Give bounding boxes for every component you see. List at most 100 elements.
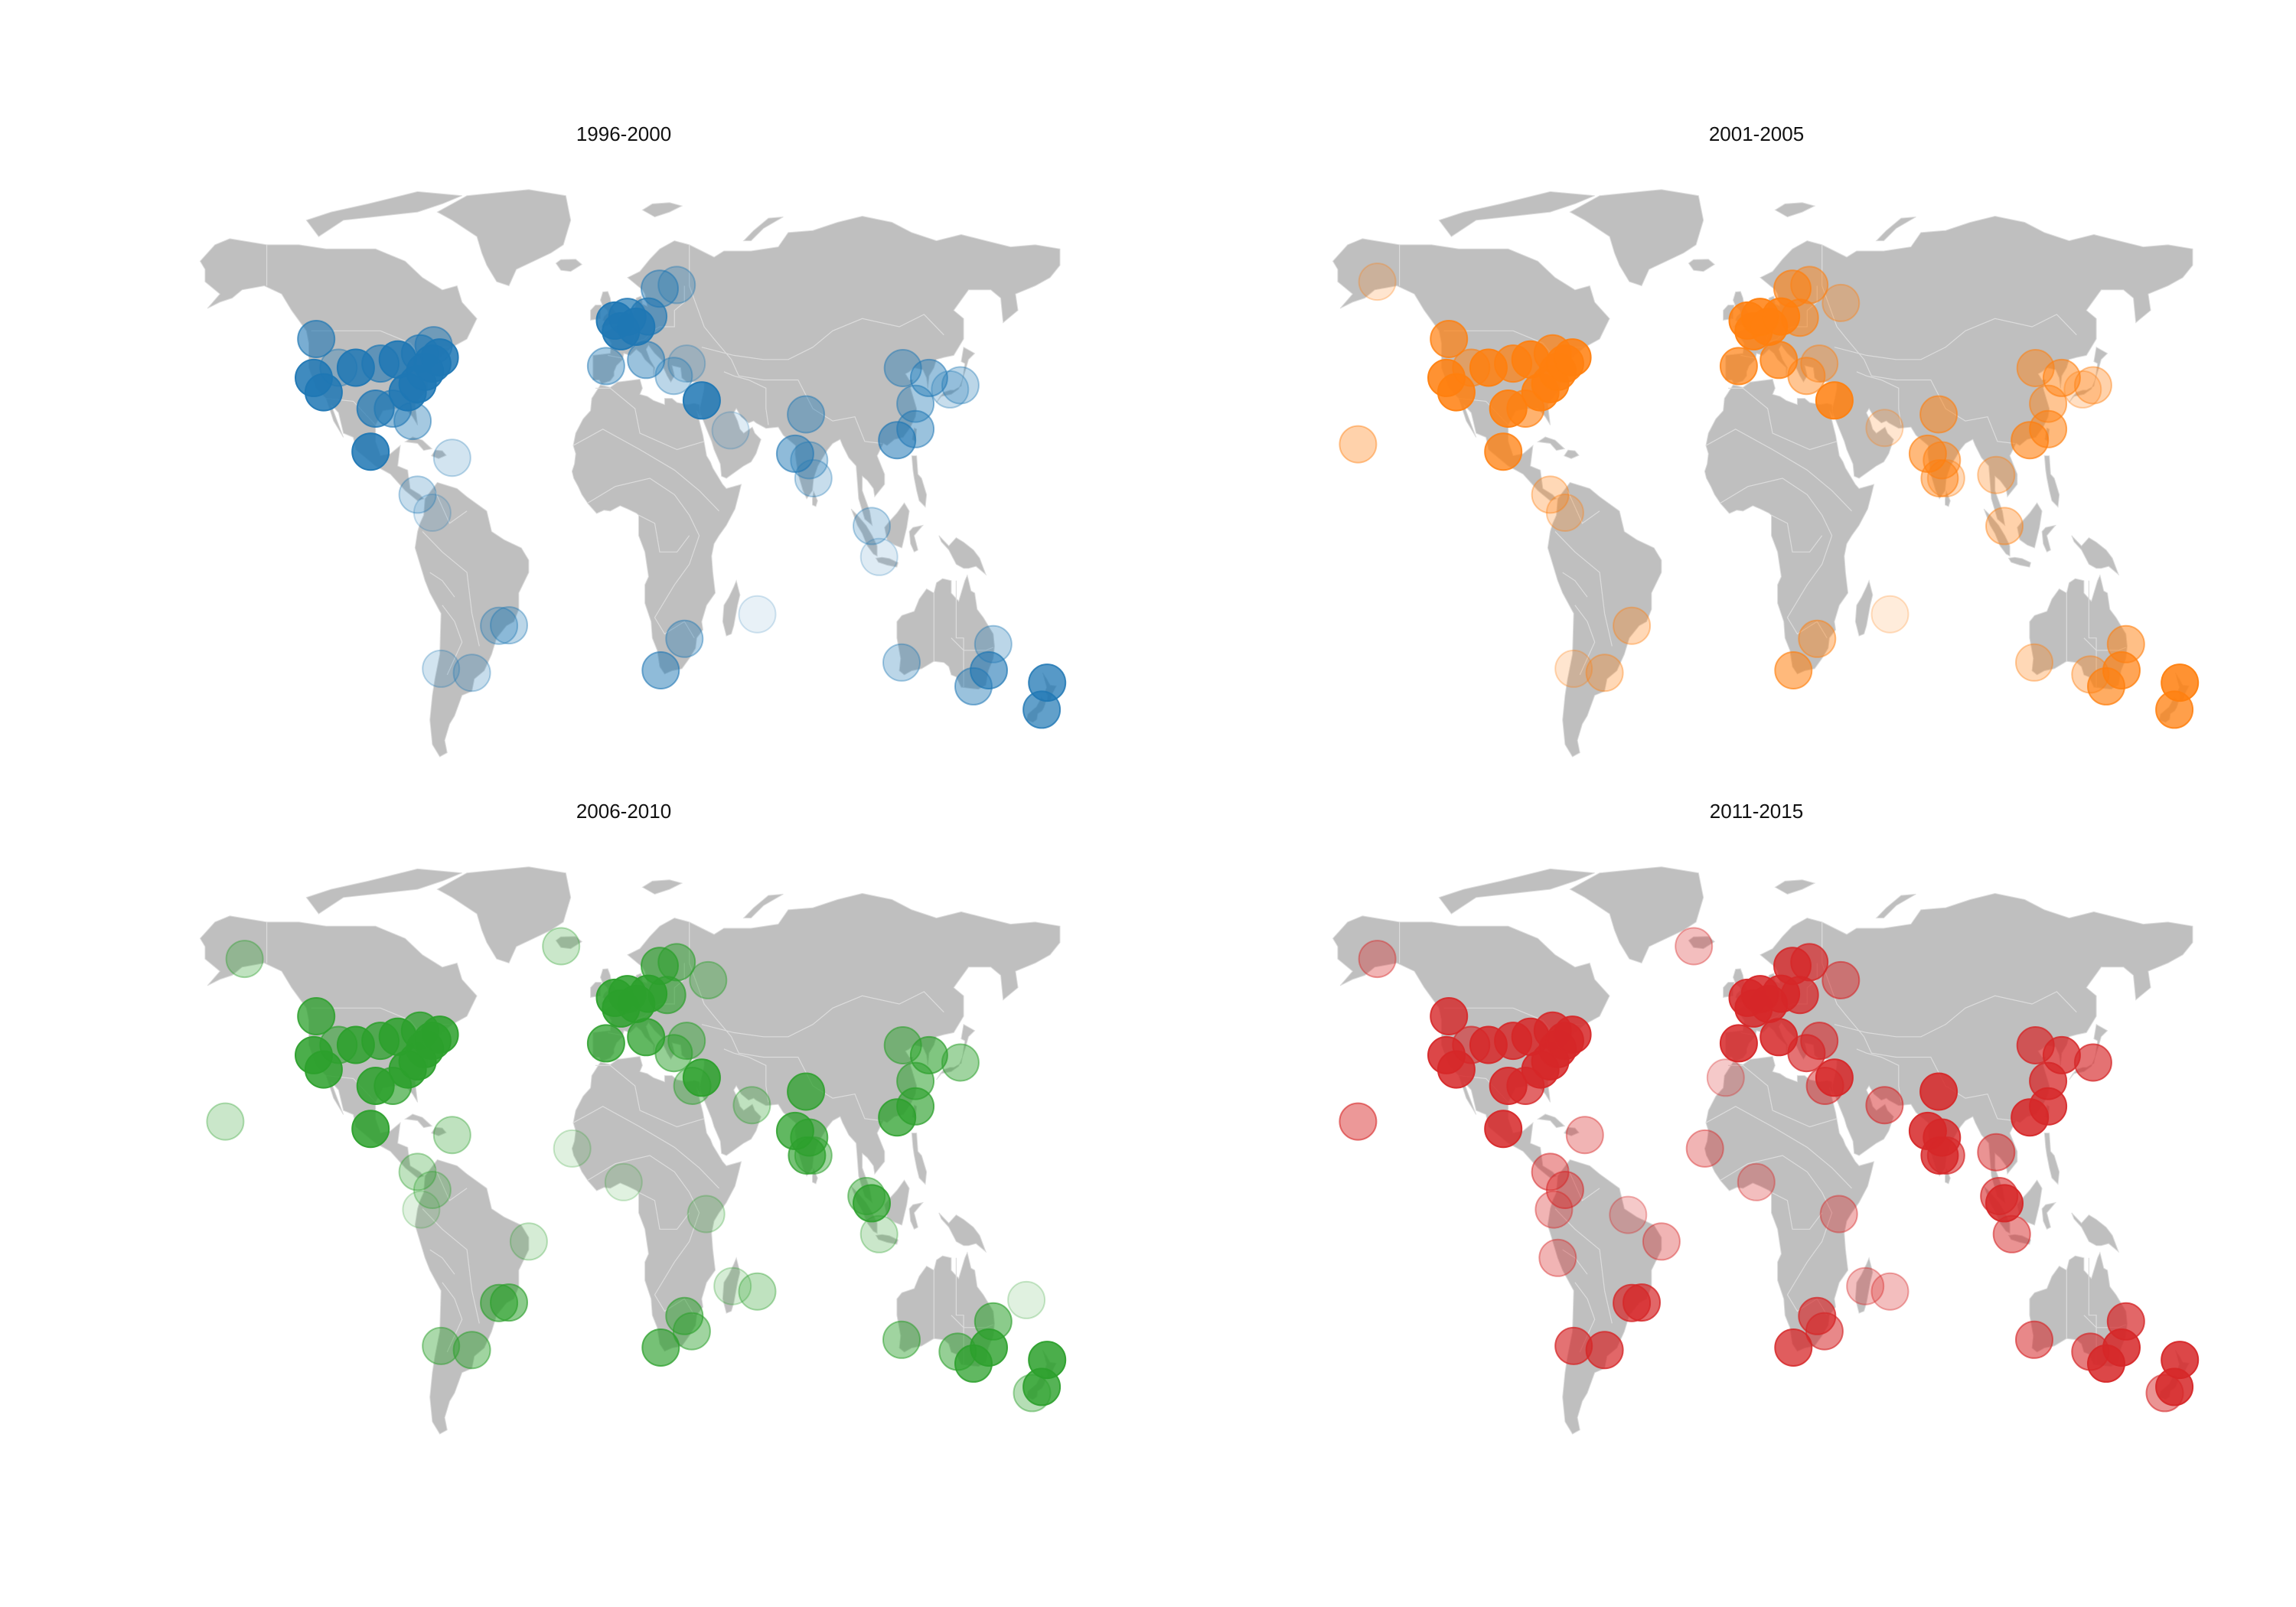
location-point bbox=[402, 1190, 441, 1229]
land-borneo bbox=[2017, 502, 2043, 549]
country-border bbox=[1562, 1249, 1588, 1275]
land-africa bbox=[571, 378, 742, 675]
panel-title: 2006-2010 bbox=[576, 800, 672, 823]
land-arctic-islands bbox=[1438, 191, 1595, 237]
location-point bbox=[1469, 1025, 1508, 1064]
location-point bbox=[1339, 1102, 1378, 1141]
location-point bbox=[1774, 651, 1813, 689]
location-point bbox=[1737, 1162, 1776, 1201]
land-sulawesi bbox=[2041, 1201, 2057, 1230]
location-point bbox=[336, 1025, 375, 1064]
land-africa bbox=[571, 1055, 742, 1352]
location-point bbox=[883, 349, 922, 387]
land-hispaniola bbox=[1563, 1126, 1580, 1136]
land-iceland bbox=[555, 936, 583, 950]
country-border bbox=[1856, 371, 1902, 425]
land-greenland bbox=[1569, 866, 1704, 964]
land-south-america bbox=[414, 481, 530, 758]
land-greenland bbox=[436, 866, 572, 964]
location-point bbox=[1908, 434, 1947, 473]
land-iceland bbox=[1688, 936, 1716, 950]
location-point bbox=[1919, 395, 1958, 434]
country-border bbox=[595, 387, 705, 451]
land-java bbox=[2007, 556, 2032, 568]
location-point bbox=[1985, 1184, 2024, 1223]
land-cuba bbox=[1537, 436, 1566, 451]
location-point bbox=[627, 1018, 666, 1057]
location-point bbox=[1484, 1110, 1523, 1149]
land-africa bbox=[1704, 378, 1875, 675]
country-border bbox=[1856, 1048, 1902, 1103]
location-point bbox=[878, 1098, 917, 1137]
location-point bbox=[1706, 1058, 1745, 1097]
land-japan bbox=[2069, 346, 2108, 403]
location-point bbox=[738, 1272, 777, 1311]
location-point bbox=[1028, 1341, 1067, 1380]
land-arctic-islands bbox=[1438, 868, 1595, 914]
land-hispaniola bbox=[1563, 449, 1580, 459]
country-border bbox=[1821, 244, 2015, 445]
location-point bbox=[490, 606, 528, 645]
land-africa bbox=[1704, 1055, 1875, 1352]
land-eurasia bbox=[592, 215, 1061, 526]
location-point bbox=[1821, 283, 1861, 322]
country-border bbox=[1834, 314, 2077, 360]
land-greenland bbox=[436, 189, 572, 287]
land-madagascar bbox=[722, 1257, 741, 1314]
location-point bbox=[665, 619, 704, 658]
location-point bbox=[1642, 1222, 1681, 1261]
location-point bbox=[1740, 975, 1779, 1014]
land-borneo bbox=[884, 502, 910, 549]
location-point bbox=[304, 1050, 343, 1089]
country-border bbox=[434, 490, 468, 524]
country-border bbox=[1705, 1106, 1852, 1189]
location-point bbox=[2015, 1320, 2053, 1359]
location-point bbox=[1977, 1133, 2016, 1172]
location-point bbox=[1985, 507, 2024, 546]
location-point bbox=[882, 1320, 921, 1359]
location-point bbox=[1819, 1195, 1858, 1234]
location-point bbox=[1798, 619, 1837, 658]
location-point bbox=[297, 997, 336, 1035]
land-cuba bbox=[404, 1113, 433, 1129]
location-point bbox=[931, 370, 970, 409]
country-border bbox=[723, 1048, 769, 1103]
location-point bbox=[641, 651, 680, 689]
location-point bbox=[1028, 663, 1067, 702]
location-point bbox=[452, 1331, 491, 1370]
country-borders bbox=[266, 921, 994, 1364]
country-border bbox=[1771, 514, 1823, 553]
land-madagascar bbox=[722, 579, 741, 637]
world-map bbox=[199, 866, 1067, 1435]
country-border bbox=[2088, 580, 2097, 687]
location-point bbox=[225, 940, 264, 979]
location-point bbox=[627, 341, 666, 380]
location-point bbox=[452, 654, 491, 693]
location-point bbox=[1358, 262, 1397, 302]
land-java bbox=[875, 556, 899, 568]
location-point bbox=[1553, 338, 1592, 377]
panel-title: 2011-2015 bbox=[1709, 800, 1804, 823]
land-sulawesi bbox=[2041, 524, 2057, 553]
location-point bbox=[1531, 475, 1570, 514]
country-border bbox=[951, 637, 994, 651]
land-arctic-islands bbox=[305, 191, 462, 237]
country-border bbox=[1554, 1208, 1613, 1324]
location-point bbox=[665, 1296, 704, 1335]
land-new-guinea bbox=[938, 535, 987, 576]
location-point bbox=[775, 434, 814, 473]
location-point bbox=[1719, 347, 1758, 386]
land-philippines bbox=[2043, 455, 2060, 508]
location-point bbox=[1870, 1272, 1910, 1311]
location-point bbox=[1760, 1018, 1799, 1057]
location-point bbox=[1740, 298, 1779, 337]
land-sulawesi bbox=[908, 524, 925, 553]
landmass-layer bbox=[1332, 866, 2193, 1435]
land-south-america bbox=[414, 1159, 530, 1435]
location-point bbox=[667, 344, 706, 383]
location-point bbox=[787, 1072, 826, 1111]
country-border bbox=[422, 1208, 480, 1324]
land-hispaniola bbox=[430, 449, 447, 459]
land-borneo bbox=[884, 1179, 910, 1226]
location-point bbox=[336, 348, 375, 387]
